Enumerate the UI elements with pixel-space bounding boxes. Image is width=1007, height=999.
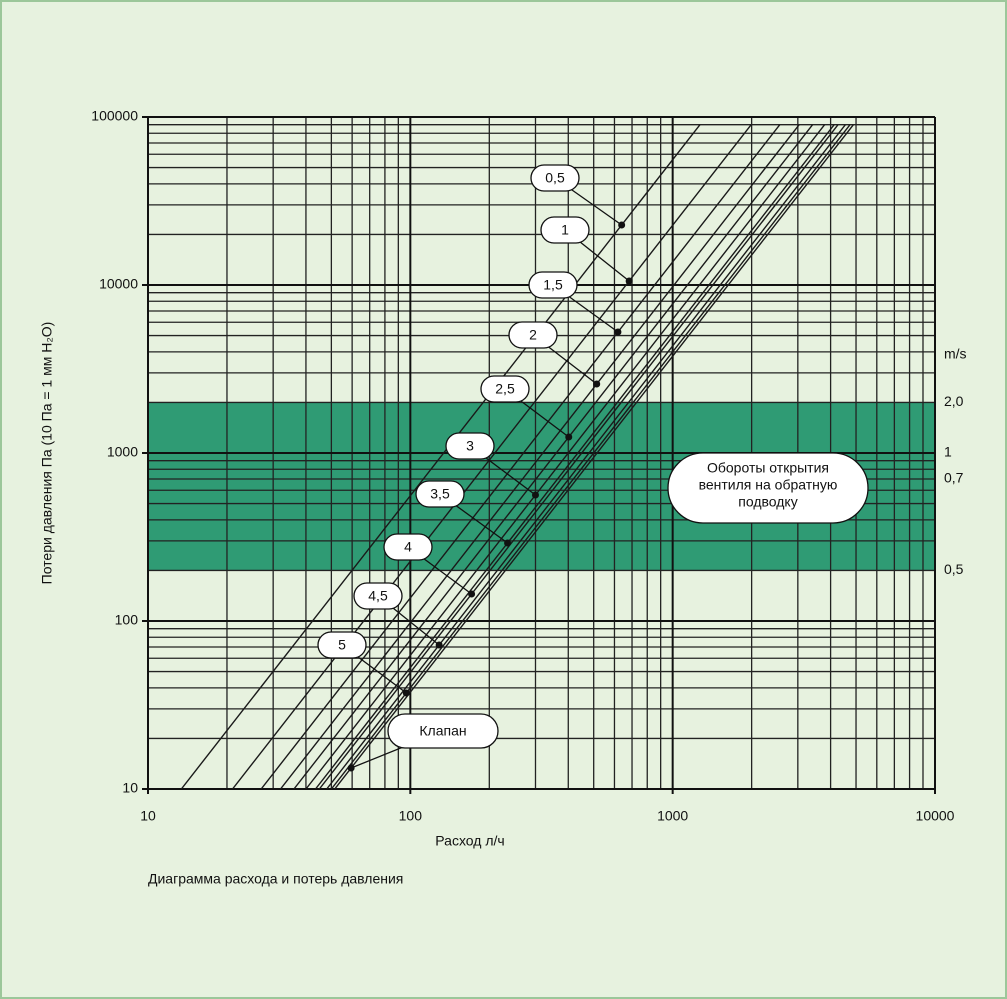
callout-bubble xyxy=(383,533,433,561)
series-line xyxy=(180,124,701,789)
annotation-text: подводку xyxy=(738,494,797,510)
legend-label: 5 xyxy=(338,637,346,653)
series-line xyxy=(279,124,800,789)
y2-tick-label: 0,5 xyxy=(944,561,964,577)
series-line xyxy=(314,124,835,789)
legend-label: 1,5 xyxy=(543,277,563,293)
series-line xyxy=(231,124,752,789)
x-axis-label: Расход л/ч xyxy=(435,833,504,849)
callout-dot xyxy=(625,277,633,285)
y-axis-label: Потери давления Па (10 Па = 1 мм H₂O) xyxy=(39,322,55,585)
callout-bubble xyxy=(353,582,403,610)
legend-label: Клапан xyxy=(419,723,466,739)
callout-bubble xyxy=(480,375,530,403)
callout-dot xyxy=(468,590,476,598)
callout-bubble xyxy=(540,216,590,244)
callout-bubble xyxy=(508,321,558,349)
y-tick-label: 10000 xyxy=(99,276,138,292)
caption: Диаграмма расхода и потерь давления xyxy=(148,871,403,887)
series-group xyxy=(180,124,854,789)
series-line xyxy=(260,124,781,789)
callout-dot xyxy=(531,491,539,499)
y2-axis-label: m/s xyxy=(944,346,967,362)
callout-dot xyxy=(618,221,626,229)
callout-bubble xyxy=(445,432,495,460)
callout-dot xyxy=(614,328,622,336)
series-line xyxy=(330,124,851,789)
x-tick-label: 100 xyxy=(399,808,423,824)
callout-bubble xyxy=(528,271,578,299)
legend-label: 3,5 xyxy=(430,486,450,502)
legend-label: 2,5 xyxy=(495,381,515,397)
legend-label: 2 xyxy=(529,327,537,343)
series-line xyxy=(318,124,839,789)
y2-tick-label: 1 xyxy=(944,444,952,460)
callout-bubble xyxy=(415,480,465,508)
annotation-text: вентиля на обратную xyxy=(699,477,838,493)
x-tick-label: 10000 xyxy=(916,808,955,824)
series-line xyxy=(305,124,826,789)
legend-label: 1 xyxy=(561,222,569,238)
legend-label: 3 xyxy=(466,438,474,454)
callout-dot xyxy=(435,641,443,649)
x-tick-label: 10 xyxy=(140,808,156,824)
callout-dot xyxy=(504,539,512,547)
series-line xyxy=(334,124,854,789)
annotation-box xyxy=(667,452,869,524)
callout-bubble xyxy=(387,713,499,749)
legend-label: 4 xyxy=(404,539,412,555)
y-tick-label: 1000 xyxy=(107,444,138,460)
annotation-text: Обороты открытия xyxy=(707,460,829,476)
callout-bubble xyxy=(530,164,580,192)
callout-bubble xyxy=(317,631,367,659)
callout-dot xyxy=(347,764,355,772)
legend-label: 4,5 xyxy=(368,588,388,604)
y-tick-label: 10 xyxy=(122,780,138,796)
callout-dot xyxy=(593,380,601,388)
y-tick-label: 100000 xyxy=(91,108,138,124)
y-tick-label: 100 xyxy=(115,612,139,628)
x-tick-label: 1000 xyxy=(657,808,688,824)
y2-tick-label: 0,7 xyxy=(944,470,964,486)
legend-label: 0,5 xyxy=(545,170,565,186)
series-line xyxy=(293,124,814,789)
callout-dot xyxy=(402,689,410,697)
y2-tick-label: 2,0 xyxy=(944,393,964,409)
callout-dot xyxy=(565,433,573,441)
series-line xyxy=(326,124,846,789)
